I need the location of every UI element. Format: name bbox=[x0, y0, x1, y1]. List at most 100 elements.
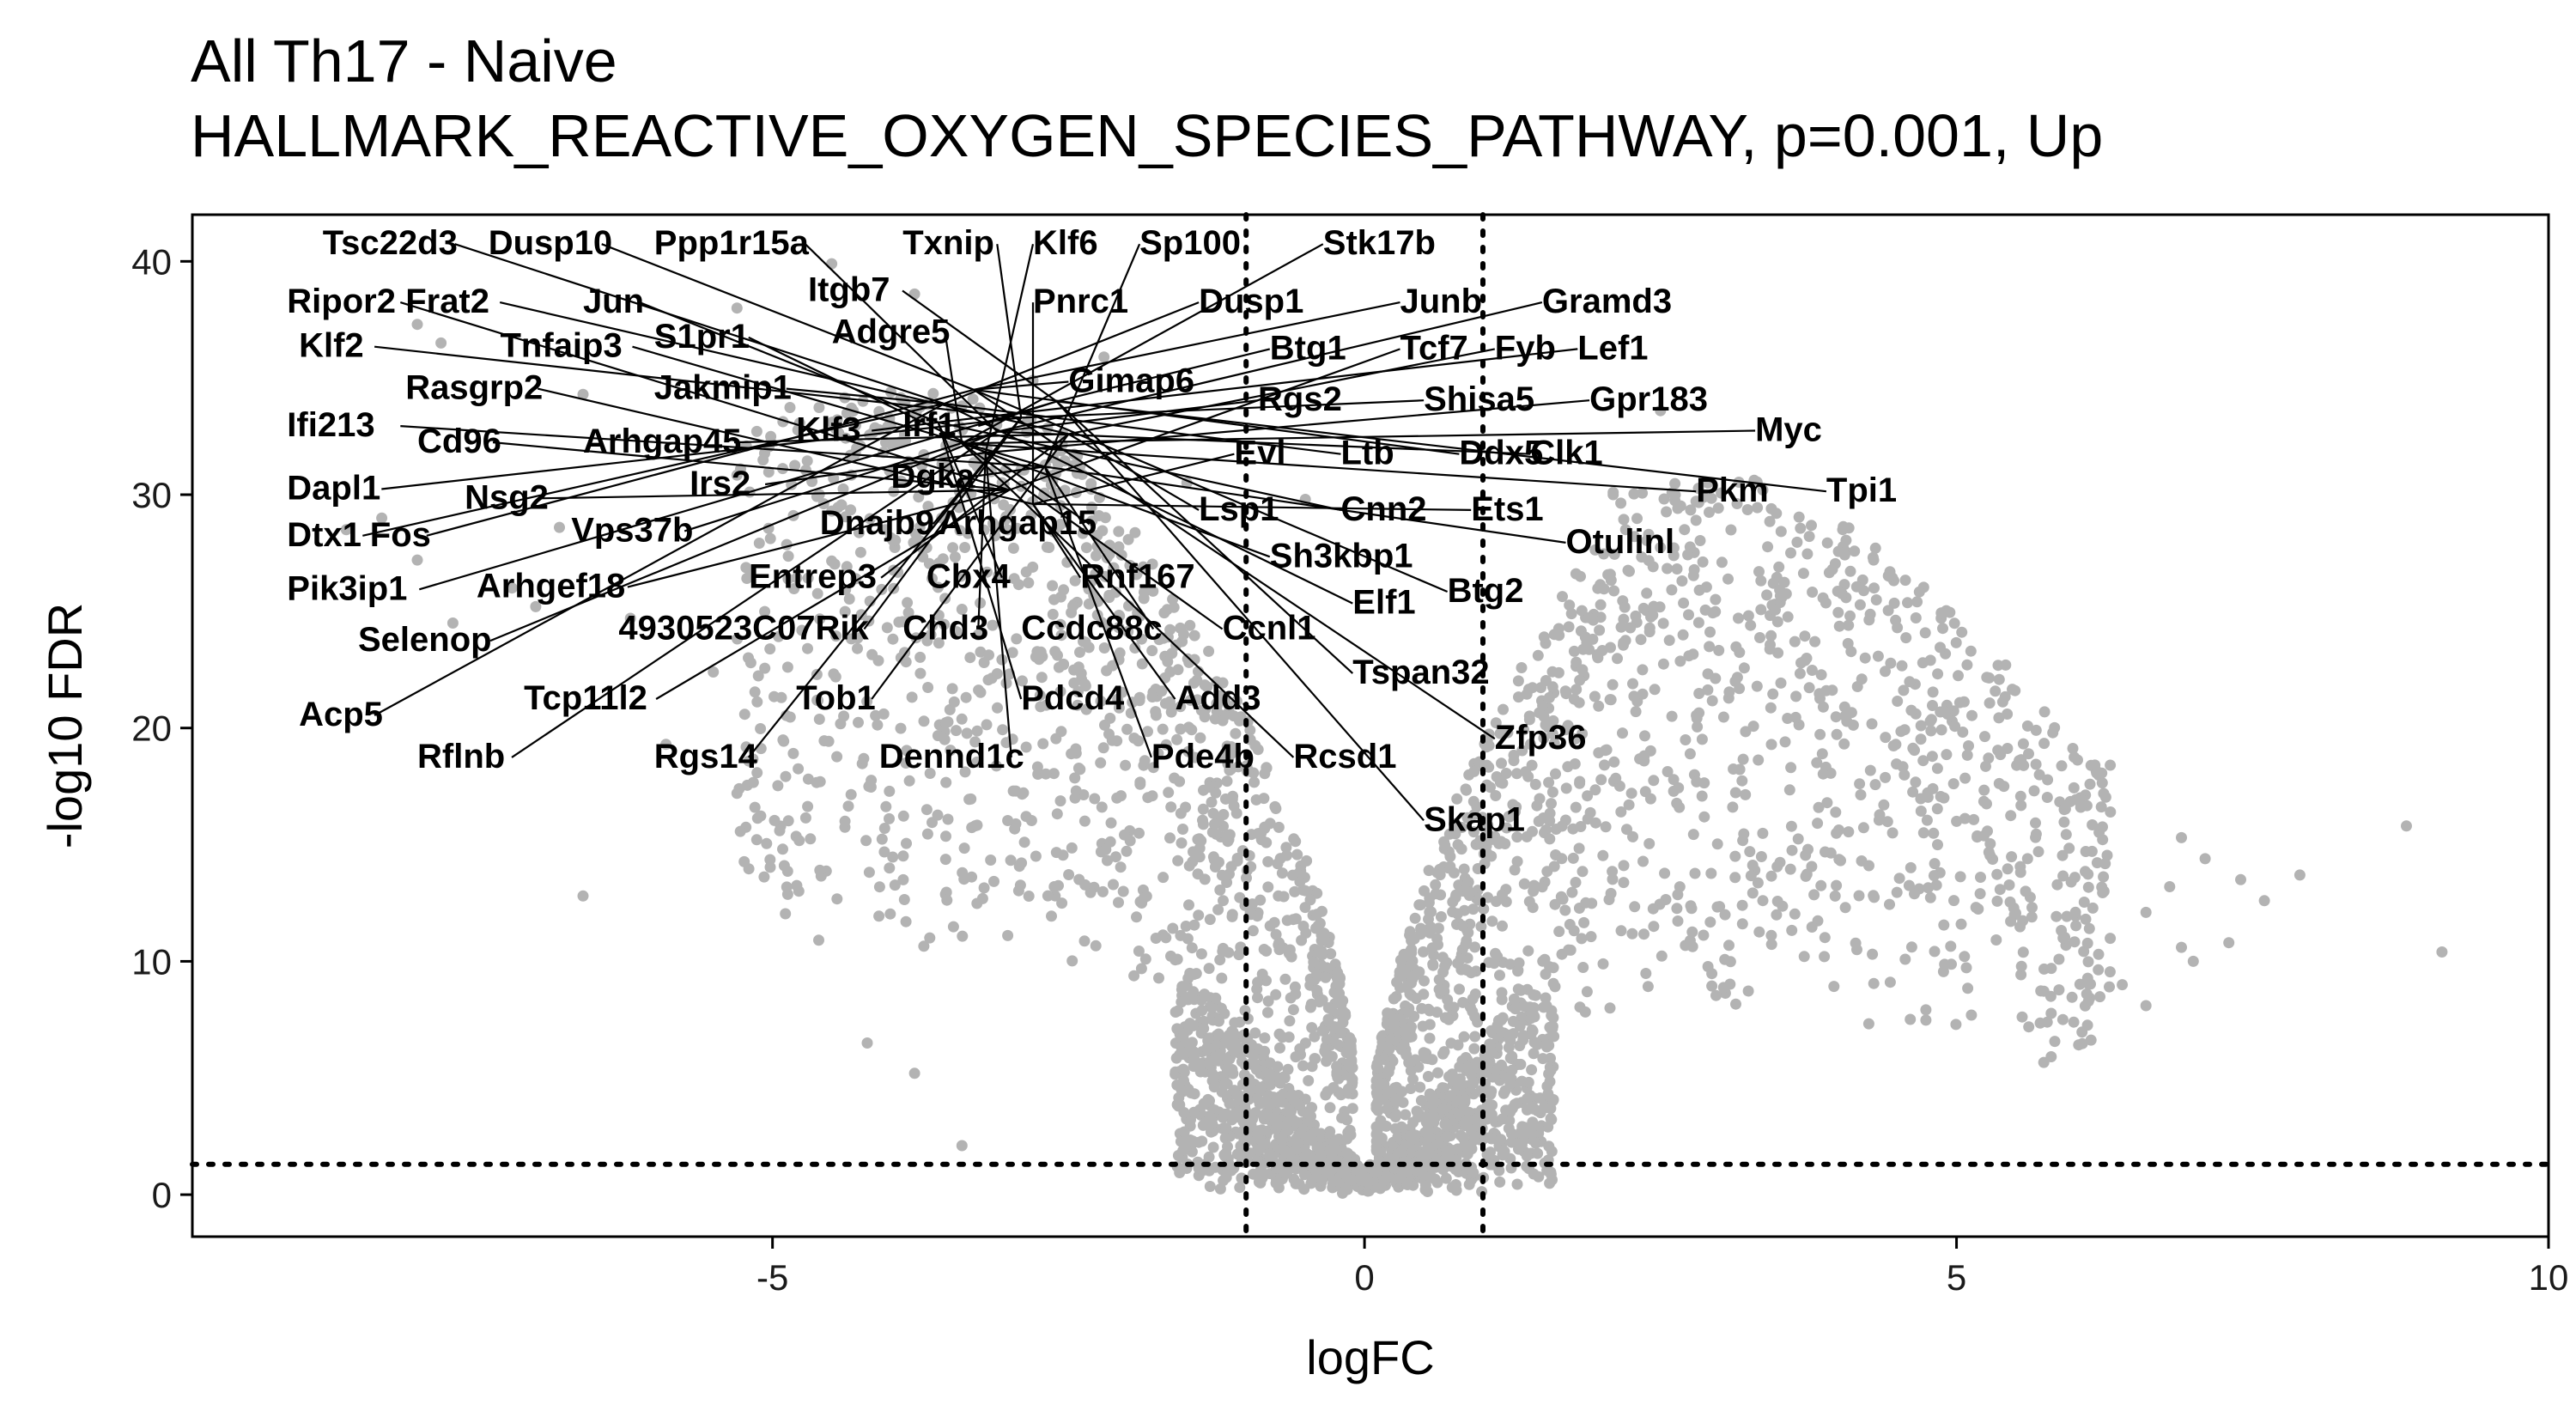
gene-point bbox=[1607, 866, 1619, 878]
gene-point bbox=[1893, 873, 1905, 885]
gene-point bbox=[1605, 642, 1616, 654]
gene-point bbox=[948, 696, 960, 708]
gene-point bbox=[1404, 1130, 1416, 1142]
gene-point bbox=[887, 534, 899, 546]
gene-point bbox=[2096, 881, 2108, 893]
gene-point bbox=[896, 616, 908, 628]
gene-point bbox=[2042, 774, 2054, 786]
gene-point bbox=[2080, 846, 2092, 857]
label-connector bbox=[1032, 502, 1472, 511]
gene-point bbox=[1129, 526, 1141, 538]
gene-point bbox=[1684, 748, 1696, 760]
gene-point bbox=[1235, 1140, 1247, 1152]
gene-point bbox=[1937, 623, 1948, 635]
gene-point bbox=[764, 532, 776, 544]
gene-point bbox=[1777, 900, 1789, 912]
gene-label: Rnf167 bbox=[1080, 558, 1194, 596]
gene-point bbox=[1820, 684, 1832, 696]
gene-point bbox=[2002, 743, 2014, 754]
label-connector bbox=[418, 400, 1057, 591]
gene-point bbox=[1562, 761, 1574, 773]
gene-point bbox=[1698, 777, 1710, 789]
gene-point bbox=[1483, 761, 1495, 773]
y-tick-label: 30 bbox=[131, 475, 172, 515]
gene-point bbox=[1661, 506, 1673, 518]
gene-point bbox=[2033, 769, 2045, 781]
gene-point bbox=[1097, 885, 1109, 897]
gene-point bbox=[1122, 533, 1134, 545]
gene-point bbox=[1854, 599, 1866, 611]
gene-point bbox=[1273, 821, 1285, 833]
gene-point bbox=[1823, 567, 1835, 579]
gene-point bbox=[1539, 953, 1551, 965]
gene-point bbox=[1261, 836, 1273, 848]
gene-point bbox=[2061, 910, 2073, 922]
gene-point bbox=[826, 505, 838, 517]
gene-point bbox=[1740, 788, 1752, 800]
gene-point bbox=[959, 766, 971, 778]
gene-point bbox=[2004, 896, 2016, 908]
gene-point bbox=[1430, 879, 1442, 891]
gene-point bbox=[1099, 719, 1110, 731]
gene-point bbox=[1511, 855, 1523, 867]
gene-point bbox=[1212, 903, 1224, 915]
gene-point bbox=[1751, 476, 1763, 488]
gene-point bbox=[1728, 763, 1740, 775]
gene-point bbox=[1717, 711, 1729, 723]
gene-point bbox=[1083, 598, 1095, 610]
gene-point bbox=[1932, 668, 1944, 680]
gene-label: Gimap6 bbox=[1068, 362, 1194, 400]
gene-point bbox=[1886, 827, 1899, 839]
gene-point bbox=[1654, 601, 1666, 613]
gene-point bbox=[1083, 642, 1095, 654]
gene-point bbox=[1899, 724, 1911, 736]
gene-point bbox=[1729, 787, 1741, 799]
gene-point bbox=[1203, 1151, 1215, 1163]
gene-point bbox=[976, 892, 988, 904]
gene-point bbox=[1608, 756, 1620, 768]
gene-point bbox=[1925, 714, 1937, 726]
gene-point bbox=[1676, 575, 1688, 587]
gene-point bbox=[1751, 680, 1763, 692]
gene-point bbox=[1061, 556, 1073, 569]
gene-label: Ccdc88c bbox=[1021, 610, 1163, 648]
gene-point bbox=[1797, 568, 1809, 580]
gene-point bbox=[1136, 633, 1147, 645]
gene-point bbox=[1567, 823, 1579, 835]
gene-label: Btg1 bbox=[1270, 329, 1346, 367]
gene-point bbox=[1546, 681, 1558, 693]
gene-point bbox=[732, 633, 744, 645]
gene-point bbox=[1156, 685, 1168, 697]
gene-point bbox=[878, 823, 890, 834]
gene-point bbox=[1315, 1152, 1327, 1164]
gene-point bbox=[1844, 610, 1856, 622]
gene-point bbox=[1604, 1002, 1616, 1014]
gene-point bbox=[1209, 861, 1221, 873]
gene-point bbox=[1926, 751, 1938, 763]
gene-point bbox=[1400, 1048, 1412, 1060]
gene-point bbox=[1801, 868, 1813, 880]
gene-point bbox=[1382, 1007, 1394, 1019]
gene-point bbox=[1115, 790, 1127, 802]
gene-point bbox=[956, 604, 968, 615]
gene-point bbox=[1089, 793, 1101, 805]
gene-point bbox=[1509, 864, 1521, 876]
gene-point bbox=[897, 850, 909, 862]
gene-point bbox=[2235, 873, 2246, 885]
gene-point bbox=[1522, 1076, 1534, 1088]
label-connector bbox=[1043, 465, 1155, 630]
gene-label: Gramd3 bbox=[1542, 283, 1672, 320]
gene-point bbox=[2081, 1019, 2093, 1031]
gene-point bbox=[1512, 965, 1524, 977]
gene-point bbox=[769, 814, 781, 826]
gene-point bbox=[1270, 988, 1282, 1000]
gene-point bbox=[1574, 674, 1586, 686]
x-axis-title: logFC bbox=[1306, 1330, 1434, 1384]
gene-point bbox=[1399, 967, 1411, 979]
gene-point bbox=[1218, 809, 1230, 820]
gene-point bbox=[1340, 1165, 1352, 1177]
threshold-lines bbox=[190, 212, 2551, 1239]
gene-point bbox=[1832, 606, 1844, 618]
gene-label: Rflnb bbox=[417, 738, 505, 775]
gene-point bbox=[1023, 891, 1035, 902]
